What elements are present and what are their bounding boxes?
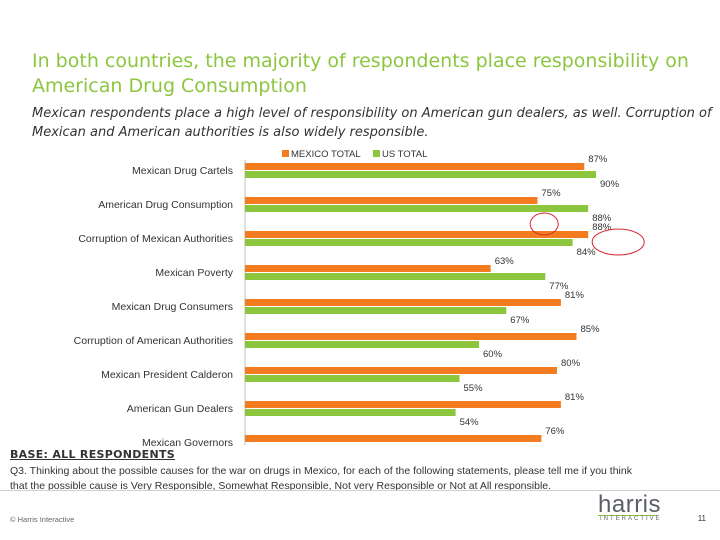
data-label-us-total-mexican-poverty: 77% bbox=[549, 281, 569, 292]
data-label-mexico-total-corruption-of-mexican-authorities: 88% bbox=[592, 222, 612, 233]
bar-us-total-american-drug-consumption bbox=[245, 205, 589, 212]
data-label-us-total-corruption-of-mexican-authorities: 84% bbox=[577, 247, 597, 258]
bar-mexico-total-mexican-poverty bbox=[245, 265, 491, 272]
data-label-us-total-mexican-drug-cartels: 90% bbox=[600, 179, 620, 190]
legend-swatch-us-total bbox=[373, 150, 380, 157]
data-label-mexico-total-mexican-poverty: 63% bbox=[495, 256, 515, 267]
category-label-corruption-of-american-authorities: Corruption of American Authorities bbox=[74, 335, 233, 347]
bar-us-total-mexican-president-calderon bbox=[245, 375, 460, 382]
legend-swatch-mexico-total bbox=[282, 150, 289, 157]
bar-us-total-american-gun-dealers bbox=[245, 409, 456, 416]
category-label-mexican-drug-cartels: Mexican Drug Cartels bbox=[132, 165, 233, 177]
page-title: In both countries, the majority of respo… bbox=[32, 50, 689, 97]
bar-us-total-corruption-of-american-authorities bbox=[245, 341, 479, 348]
base-label: BASE: ALL RESPONDENTS bbox=[10, 448, 176, 461]
category-label-corruption-of-mexican-authorities: Corruption of Mexican Authorities bbox=[78, 233, 233, 245]
data-label-mexico-total-mexican-governors: 76% bbox=[545, 426, 565, 437]
bar-us-total-corruption-of-mexican-authorities bbox=[245, 239, 573, 246]
data-label-us-total-american-gun-dealers: 54% bbox=[460, 417, 480, 428]
question-text: Q3. Thinking about the possible causes f… bbox=[10, 465, 632, 492]
bar-us-total-mexican-drug-cartels bbox=[245, 171, 596, 178]
bar-mexico-total-american-drug-consumption bbox=[245, 197, 538, 204]
bar-us-total-mexican-drug-consumers bbox=[245, 307, 507, 314]
category-label-mexican-governors: Mexican Governors bbox=[142, 437, 233, 449]
data-label-us-total-american-drug-consumption: 88% bbox=[592, 213, 612, 224]
data-label-mexico-total-corruption-of-american-authorities: 85% bbox=[581, 324, 601, 335]
bar-mexico-total-corruption-of-mexican-authorities bbox=[245, 231, 589, 238]
data-label-mexico-total-american-gun-dealers: 81% bbox=[565, 392, 585, 403]
category-label-american-gun-dealers: American Gun Dealers bbox=[127, 403, 233, 415]
footer-divider bbox=[0, 490, 720, 491]
bar-chart: MEXICO TOTAL US TOTAL Mexican Drug Cartels… bbox=[74, 149, 645, 449]
data-label-us-total-mexican-president-calderon: 55% bbox=[464, 383, 484, 394]
bar-mexico-total-mexican-governors bbox=[245, 435, 542, 442]
highlight-circle-right bbox=[591, 228, 645, 256]
page-subtitle: Mexican respondents place a high level o… bbox=[32, 106, 712, 140]
data-label-us-total-mexican-drug-consumers: 67% bbox=[510, 315, 530, 326]
logo-subtext: INTERACTIVE bbox=[600, 516, 662, 522]
harris-logo: harris INTERACTIVE bbox=[598, 491, 698, 525]
category-label-mexican-president-calderon: Mexican President Calderon bbox=[101, 369, 233, 381]
category-label-mexican-drug-consumers: Mexican Drug Consumers bbox=[112, 301, 233, 313]
bar-mexico-total-american-gun-dealers bbox=[245, 401, 561, 408]
category-label-american-drug-consumption: American Drug Consumption bbox=[98, 199, 233, 211]
data-label-us-total-corruption-of-american-authorities: 60% bbox=[483, 349, 503, 360]
bar-mexico-total-corruption-of-american-authorities bbox=[245, 333, 577, 340]
data-label-mexico-total-mexican-president-calderon: 80% bbox=[561, 358, 581, 369]
bar-us-total-mexican-poverty bbox=[245, 273, 546, 280]
data-label-mexico-total-american-drug-consumption: 75% bbox=[542, 188, 562, 199]
legend-label-us-total: US TOTAL bbox=[382, 149, 427, 160]
page-number: 11 bbox=[697, 514, 706, 523]
legend-label-mexico-total: MEXICO TOTAL bbox=[291, 149, 361, 160]
copyright-text: © Harris Interactive bbox=[10, 515, 75, 524]
data-label-mexico-total-mexican-drug-cartels: 87% bbox=[588, 154, 608, 165]
highlight-circle-left bbox=[529, 212, 559, 236]
data-label-mexico-total-mexican-drug-consumers: 81% bbox=[565, 290, 585, 301]
bar-mexico-total-mexican-drug-cartels bbox=[245, 163, 585, 170]
bar-mexico-total-mexican-drug-consumers bbox=[245, 299, 561, 306]
logo-rule bbox=[598, 515, 658, 516]
category-label-mexican-poverty: Mexican Poverty bbox=[155, 267, 233, 279]
bar-mexico-total-mexican-president-calderon bbox=[245, 367, 557, 374]
logo-word: harris bbox=[598, 491, 662, 518]
